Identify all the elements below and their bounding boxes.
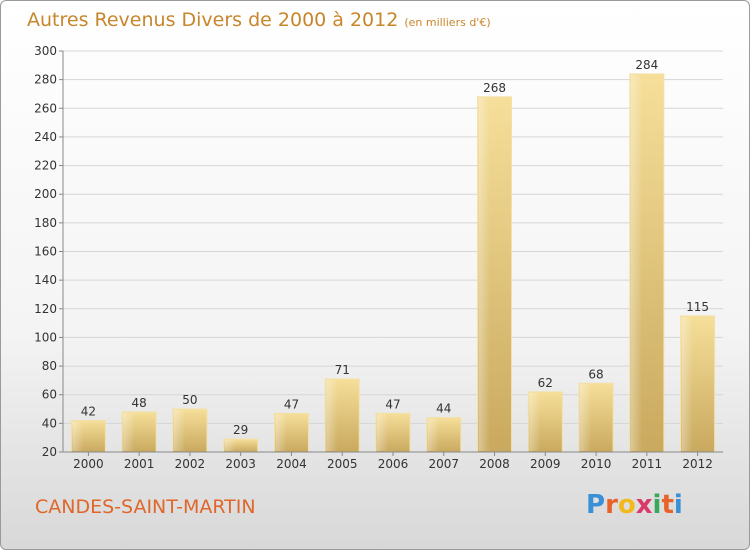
logo-letter: o	[617, 490, 636, 520]
bar-value-label: 47	[284, 397, 299, 411]
x-tick-label: 2000	[73, 457, 104, 471]
logo-letter: r	[605, 490, 618, 520]
bar-highlight	[123, 412, 135, 451]
y-tick-label: 280	[34, 73, 57, 87]
bar-highlight	[478, 97, 490, 451]
bar-highlight	[681, 316, 693, 451]
x-tick-label: 2002	[175, 457, 206, 471]
y-tick-label: 120	[34, 302, 57, 316]
bar-value-label: 29	[233, 423, 248, 437]
x-tick-label: 2012	[682, 457, 713, 471]
y-tick-label: 40	[42, 416, 57, 430]
bar-value-label: 62	[538, 376, 553, 390]
bar-value-label: 47	[385, 397, 400, 411]
x-tick-label: 2006	[378, 457, 409, 471]
bar-highlight	[377, 414, 389, 451]
y-tick-label: 240	[34, 130, 57, 144]
x-tick-label: 2005	[327, 457, 358, 471]
chart-subtitle: (en milliers d'€)	[404, 16, 491, 29]
y-axis: 20 40 60 80 100 120 140 160 180 200 220 240 260 280 30…	[34, 44, 64, 459]
x-tick-label: 2003	[225, 457, 256, 471]
bar-highlight	[173, 410, 186, 451]
y-tick-label: 20	[42, 445, 57, 459]
y-tick-label: 200	[34, 187, 57, 201]
chart-title-text: Autres Revenus Divers de 2000 à 2012	[27, 9, 399, 31]
bar-highlight	[630, 74, 643, 452]
y-tick-label: 100	[34, 330, 57, 344]
y-tick-label: 260	[34, 101, 57, 115]
bar-highlight	[427, 418, 440, 451]
y-tick-label: 180	[34, 216, 57, 230]
bar-highlight	[275, 414, 287, 451]
x-tick-label: 2008	[479, 457, 510, 471]
y-tick-label: 160	[34, 245, 57, 259]
bar-value-label: 48	[132, 396, 147, 410]
logo-letter: i	[673, 490, 683, 520]
bar-value-label: 284	[635, 58, 658, 72]
bar-highlight	[72, 421, 84, 451]
y-tick-label: 220	[34, 159, 57, 173]
bar-value-label: 115	[686, 300, 709, 314]
bar-value-label: 268	[483, 81, 506, 95]
bar-value-label: 42	[81, 404, 96, 418]
bar-value-label: 50	[182, 393, 197, 407]
x-tick-label: 2009	[530, 457, 561, 471]
y-tick-label: 140	[34, 273, 57, 287]
x-tick-label: 2004	[276, 457, 307, 471]
bar-highlight	[224, 440, 237, 451]
chart-title: Autres Revenus Divers de 2000 à 2012 (en …	[27, 9, 491, 31]
y-tick-label: 80	[42, 359, 57, 373]
x-tick-label: 2007	[428, 457, 459, 471]
x-tick-label: 2001	[124, 457, 155, 471]
y-tick-label: 60	[42, 388, 57, 402]
bar-value-label: 68	[588, 367, 603, 381]
y-tick-label: 300	[34, 44, 57, 58]
grid-lines	[63, 50, 723, 453]
bar-value-label: 44	[436, 402, 451, 416]
logo-letter: t	[661, 490, 674, 520]
bar-highlight	[580, 384, 592, 451]
proxiti-logo[interactable]: Proxiti	[586, 490, 683, 520]
bar-highlight	[326, 379, 338, 451]
logo-letter: P	[586, 490, 606, 520]
commune-name: CANDES-SAINT-MARTIN	[35, 496, 256, 518]
x-tick-label: 2011	[632, 457, 663, 471]
x-axis: 2000 2001 2002 2003 2004 2005 2006 2007 2008 2009…	[63, 451, 723, 471]
bar-value-label: 71	[335, 363, 350, 377]
bar-highlight	[529, 392, 541, 451]
logo-letter: i	[652, 490, 662, 520]
bars: 42 48 50 29 47 71 47 44 268 62 68 284 115	[70, 58, 716, 453]
logo-letter: x	[635, 490, 653, 520]
x-tick-label: 2010	[581, 457, 612, 471]
